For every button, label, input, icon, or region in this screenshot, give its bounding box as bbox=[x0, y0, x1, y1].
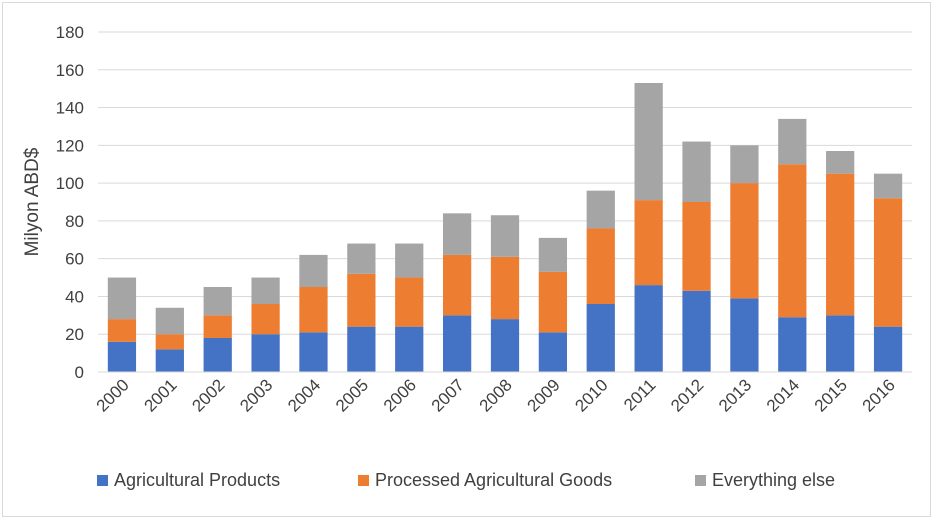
bar-segment-everything-else-2008 bbox=[490, 215, 520, 257]
y-axis-label: Milyon ABD$ bbox=[22, 147, 43, 256]
bar-segment-processed-agricultural-goods-2000 bbox=[107, 319, 137, 342]
bar-segment-agricultural-products-2015 bbox=[826, 315, 855, 372]
bar-segment-processed-agricultural-goods-2010 bbox=[586, 228, 615, 304]
y-tick-label: 80 bbox=[65, 212, 84, 231]
bar-segment-processed-agricultural-goods-2016 bbox=[873, 198, 903, 327]
legend-label: Agricultural Products bbox=[114, 470, 280, 490]
x-tick-label: 2013 bbox=[715, 375, 755, 415]
x-tick-label: 2007 bbox=[428, 375, 468, 415]
x-tick-label: 2003 bbox=[236, 375, 276, 415]
x-tick-label: 2009 bbox=[524, 375, 564, 415]
x-tick-label: 2010 bbox=[571, 375, 611, 415]
bar-segment-processed-agricultural-goods-2005 bbox=[347, 273, 376, 327]
bar-segment-everything-else-2000 bbox=[107, 277, 137, 320]
x-tick-label: 2002 bbox=[188, 375, 228, 415]
y-tick-label: 60 bbox=[65, 250, 84, 269]
bar-segment-everything-else-2014 bbox=[778, 118, 807, 165]
bar-segment-everything-else-2015 bbox=[826, 151, 855, 174]
bar-segment-processed-agricultural-goods-2014 bbox=[778, 164, 807, 318]
y-tick-label: 160 bbox=[56, 61, 84, 80]
bar-segment-processed-agricultural-goods-2002 bbox=[203, 315, 232, 338]
x-tick-label: 2000 bbox=[93, 375, 133, 415]
bar-segment-agricultural-products-2007 bbox=[442, 315, 472, 372]
bar-segment-agricultural-products-2001 bbox=[155, 349, 184, 372]
bar-segment-processed-agricultural-goods-2008 bbox=[490, 256, 520, 320]
x-tick-label: 2008 bbox=[476, 375, 516, 415]
x-axis-ticks: 2000 2001 2002 2003 2004 2005 2006 2007 2008 2009… bbox=[93, 375, 899, 415]
bar-segment-agricultural-products-2005 bbox=[347, 326, 376, 372]
x-tick-label: 2014 bbox=[763, 375, 803, 415]
bar-segment-agricultural-products-2008 bbox=[490, 319, 520, 372]
bar-segment-agricultural-products-2013 bbox=[730, 298, 759, 372]
bar-segment-agricultural-products-2011 bbox=[634, 285, 663, 372]
bar-segment-everything-else-2013 bbox=[730, 145, 759, 184]
bar-segment-everything-else-2011 bbox=[634, 83, 663, 201]
y-tick-label: 180 bbox=[56, 23, 84, 42]
bar-segment-processed-agricultural-goods-2012 bbox=[682, 202, 711, 291]
bar-segment-agricultural-products-2002 bbox=[203, 338, 232, 372]
bar-segment-everything-else-2010 bbox=[586, 190, 615, 229]
legend-swatch bbox=[358, 475, 369, 486]
bar-segment-processed-agricultural-goods-2001 bbox=[155, 334, 184, 350]
x-tick-label: 2012 bbox=[667, 375, 707, 415]
bar-segment-processed-agricultural-goods-2006 bbox=[395, 277, 424, 327]
bar-segment-processed-agricultural-goods-2009 bbox=[538, 271, 568, 333]
bar-segment-agricultural-products-2004 bbox=[299, 332, 328, 372]
y-tick-label: 140 bbox=[56, 99, 84, 118]
bar-segment-agricultural-products-2014 bbox=[778, 317, 807, 372]
bar-segment-everything-else-2004 bbox=[299, 254, 328, 287]
bar-segment-agricultural-products-2006 bbox=[395, 326, 424, 372]
bar-segment-everything-else-2002 bbox=[203, 287, 232, 316]
legend-label: Processed Agricultural Goods bbox=[375, 470, 612, 490]
y-tick-label: 0 bbox=[75, 363, 84, 382]
bar-segment-processed-agricultural-goods-2011 bbox=[634, 200, 663, 286]
bar-segment-everything-else-2003 bbox=[251, 277, 280, 304]
gridlines bbox=[98, 31, 912, 335]
legend-label: Everything else bbox=[712, 470, 835, 490]
x-tick-label: 2005 bbox=[332, 375, 372, 415]
bar-segment-agricultural-products-2016 bbox=[873, 326, 903, 372]
bar-segment-everything-else-2006 bbox=[395, 243, 424, 278]
bar-segment-agricultural-products-2012 bbox=[682, 290, 711, 372]
bar-segment-processed-agricultural-goods-2015 bbox=[826, 173, 855, 316]
legend-swatch bbox=[695, 475, 706, 486]
bar-segment-everything-else-2007 bbox=[442, 213, 472, 255]
y-axis-ticks: 0 20 40 60 80 100 120 140 160 180 bbox=[56, 23, 84, 382]
x-tick-label: 2011 bbox=[620, 375, 659, 414]
bar-segment-agricultural-products-2003 bbox=[251, 334, 280, 372]
y-tick-label: 40 bbox=[65, 287, 84, 306]
x-tick-label: 2001 bbox=[140, 375, 180, 415]
bar-segment-everything-else-2016 bbox=[873, 173, 903, 199]
bar-segment-everything-else-2005 bbox=[347, 243, 376, 274]
x-tick-label: 2016 bbox=[859, 375, 899, 415]
x-tick-label: 2006 bbox=[380, 375, 420, 415]
bar-segment-processed-agricultural-goods-2013 bbox=[730, 183, 759, 299]
bar-segment-processed-agricultural-goods-2003 bbox=[251, 304, 280, 335]
legend: Agricultural Products Processed Agricultu… bbox=[97, 470, 835, 490]
y-tick-label: 20 bbox=[65, 325, 84, 344]
y-tick-label: 120 bbox=[56, 136, 84, 155]
bar-segment-agricultural-products-2009 bbox=[538, 332, 568, 372]
bar-segment-agricultural-products-2000 bbox=[107, 341, 137, 372]
bar-segment-processed-agricultural-goods-2007 bbox=[442, 254, 472, 316]
legend-swatch bbox=[97, 475, 108, 486]
x-tick-label: 2004 bbox=[284, 375, 324, 415]
bar-segment-agricultural-products-2010 bbox=[586, 304, 615, 372]
y-tick-label: 100 bbox=[56, 174, 84, 193]
x-tick-label: 2015 bbox=[811, 375, 851, 415]
bar-segment-everything-else-2001 bbox=[155, 307, 184, 335]
bar-segment-processed-agricultural-goods-2004 bbox=[299, 287, 328, 333]
bar-segment-everything-else-2012 bbox=[682, 141, 711, 202]
bar-segment-everything-else-2009 bbox=[538, 237, 568, 272]
bars bbox=[107, 83, 903, 372]
